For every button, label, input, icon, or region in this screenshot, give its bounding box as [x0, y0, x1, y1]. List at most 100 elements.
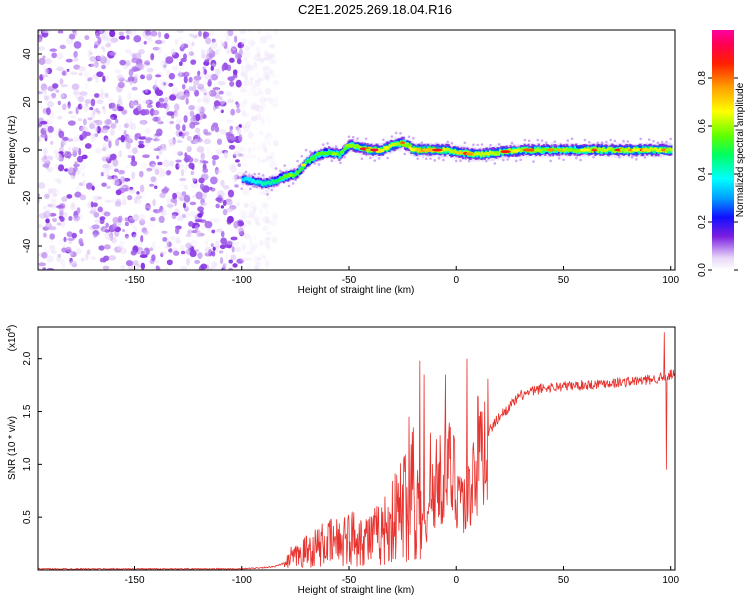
noise-speck	[194, 259, 201, 264]
noise-speck	[56, 204, 64, 209]
noise-speck	[62, 70, 67, 76]
noise-speck	[145, 140, 152, 144]
noise-speck	[79, 125, 84, 132]
noise-speck	[231, 246, 235, 253]
noise-speck	[132, 233, 139, 242]
noise-speck	[188, 220, 194, 227]
noise-speck	[221, 64, 225, 72]
noise-speck	[266, 73, 270, 82]
noise-speck	[109, 236, 114, 242]
ridge-cell	[340, 150, 344, 154]
ridge-edge-speck	[326, 142, 329, 145]
noise-speck	[266, 231, 273, 235]
noise-speck	[113, 182, 121, 186]
noise-speck	[259, 116, 265, 121]
noise-speck	[109, 51, 117, 56]
ridge-cell	[627, 147, 631, 151]
noise-speck	[270, 219, 278, 227]
ridge-cell	[270, 181, 273, 185]
noise-speck	[84, 143, 92, 149]
noise-speck	[158, 46, 163, 55]
ridge-edge-speck	[429, 157, 432, 160]
ridge-cell	[388, 144, 391, 148]
spectrogram-y-ticks: -40 -20 0 20 40	[22, 48, 42, 253]
noise-speck	[177, 164, 184, 168]
noise-speck	[54, 152, 62, 161]
noise-speck	[218, 250, 224, 254]
noise-speck	[130, 160, 138, 167]
ridge-cell	[241, 178, 244, 182]
ridge-edge-speck	[519, 158, 522, 162]
noise-speck	[194, 129, 201, 134]
noise-speck	[263, 255, 267, 260]
noise-speck	[134, 196, 138, 204]
ridge-cell	[657, 149, 660, 153]
ridge-hotspot	[500, 150, 511, 154]
noise-speck	[47, 101, 55, 108]
noise-speck	[242, 125, 247, 129]
noise-speck	[158, 97, 165, 103]
noise-speck	[259, 35, 267, 40]
noise-speck	[38, 224, 43, 228]
noise-speck	[115, 138, 120, 147]
noise-speck	[79, 194, 87, 201]
noise-speck	[102, 106, 106, 110]
noise-speck	[271, 236, 278, 244]
noise-speck	[68, 216, 73, 221]
noise-speck	[264, 53, 273, 61]
noise-speck	[163, 97, 169, 104]
snr-x-tick-label: -150	[125, 575, 145, 586]
spec-y-tick-label: -20	[22, 190, 33, 205]
noise-speck	[177, 36, 183, 42]
noise-speck	[59, 209, 64, 218]
noise-speck	[128, 149, 132, 154]
noise-speck	[204, 59, 210, 63]
ridge-edge-speck	[493, 162, 497, 165]
noise-speck	[234, 184, 240, 188]
ridge-edge-speck	[527, 139, 531, 143]
noise-speck	[242, 163, 249, 168]
noise-speck	[92, 121, 98, 127]
ridge-cell	[329, 152, 332, 156]
ridge-cell	[291, 174, 295, 178]
noise-speck	[189, 201, 197, 206]
noise-speck	[73, 90, 80, 95]
noise-speck	[253, 53, 262, 62]
ridge-edge-speck	[613, 139, 617, 143]
noise-speck	[100, 88, 104, 96]
noise-speck	[169, 160, 174, 167]
ridge-cell	[286, 174, 289, 178]
noise-speck	[226, 199, 233, 206]
noise-speck	[124, 49, 132, 54]
noise-speck	[257, 30, 261, 35]
noise-speck	[122, 228, 126, 233]
noise-speck	[260, 119, 266, 125]
colorbar-ticks: 0.0 0.2 0.4 0.6 0.8	[697, 71, 738, 277]
noise-speck	[91, 185, 95, 191]
noise-speck	[214, 126, 220, 133]
noise-speck	[152, 209, 158, 213]
noise-speck	[105, 30, 109, 34]
noise-speck	[67, 120, 76, 126]
ridge-edge-speck	[450, 141, 454, 145]
noise-speck	[38, 262, 47, 267]
noise-speck	[51, 204, 57, 209]
ridge-cell	[539, 149, 542, 153]
noise-speck	[109, 128, 115, 136]
noise-speck	[50, 140, 54, 145]
noise-speck	[204, 252, 212, 257]
ridge-edge-speck	[343, 155, 347, 159]
noise-speck	[180, 265, 188, 270]
noise-speck	[159, 78, 166, 86]
noise-speck	[214, 68, 221, 76]
noise-speck	[99, 216, 106, 221]
noise-speck	[196, 105, 202, 113]
noise-speck	[227, 50, 232, 54]
noise-speck	[192, 84, 197, 93]
noise-speck	[146, 67, 154, 73]
noise-speck	[266, 219, 273, 225]
noise-speck	[203, 128, 209, 135]
ridge-edge-speck	[566, 139, 570, 142]
noise-speck	[171, 87, 179, 95]
